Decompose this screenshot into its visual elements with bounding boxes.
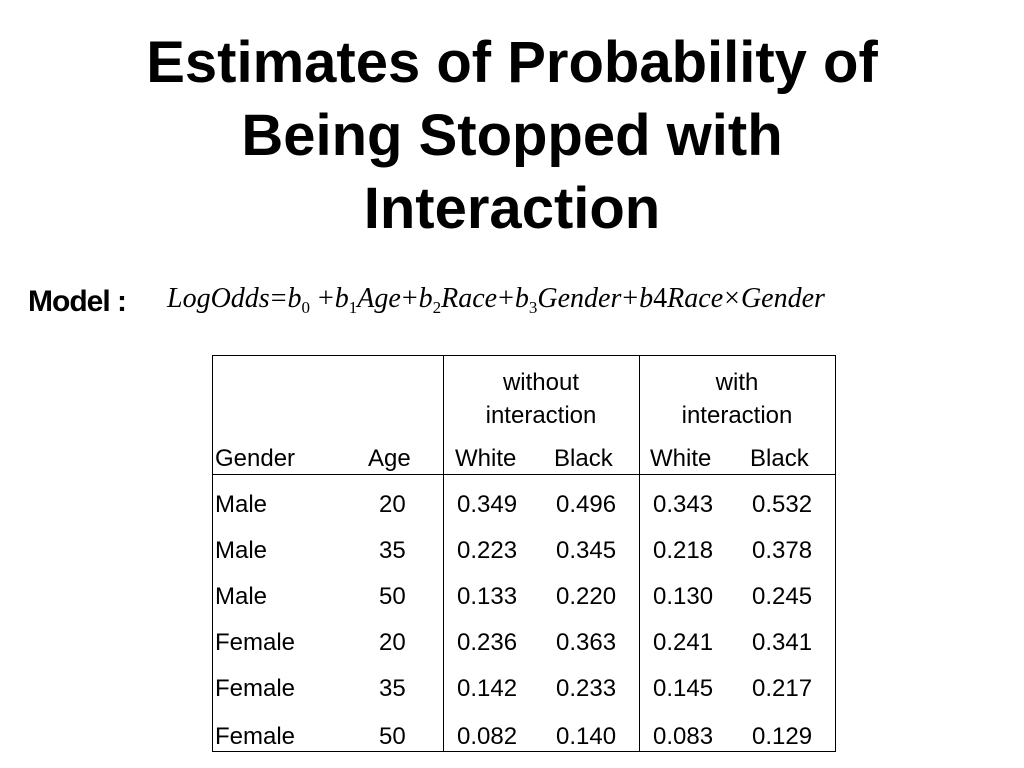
- table-cell: 35: [379, 675, 406, 702]
- table-cell: 0.532: [752, 491, 813, 518]
- table-cell: 0.349: [457, 491, 518, 518]
- formula-plus-3: +: [498, 283, 514, 314]
- table-cell: 50: [379, 723, 406, 750]
- title-line-2: Being Stopped with: [241, 103, 783, 168]
- formula-plus-2: +: [401, 283, 418, 314]
- formula-race: Race: [441, 283, 498, 314]
- table-cell: 0.220: [556, 583, 617, 610]
- formula-b3-sub: 3: [528, 298, 538, 317]
- table-cell: Female: [215, 629, 296, 656]
- formula-times: ×: [724, 283, 740, 314]
- table-cell: 50: [379, 583, 406, 610]
- table-cell: Male: [215, 537, 268, 564]
- table-header-rule: [213, 474, 835, 475]
- table-divider-right: [639, 356, 640, 751]
- table-cell: 0.129: [752, 723, 813, 750]
- column-header-white: White: [650, 445, 712, 472]
- table-cell: Female: [215, 723, 296, 750]
- column-header-black: Black: [750, 445, 809, 472]
- column-header-gender: Gender: [215, 445, 296, 472]
- table-cell: 0.241: [653, 629, 714, 656]
- table-cell: 0.130: [653, 583, 714, 610]
- column-header-black: Black: [554, 445, 613, 472]
- column-header-white: White: [455, 445, 517, 472]
- group-header-with-interaction: with interaction: [681, 369, 793, 429]
- formula-b1: b: [334, 283, 349, 314]
- formula-b0-sub: 0: [301, 298, 311, 317]
- column-header-age: Age: [368, 445, 411, 472]
- table-cell: 20: [379, 491, 406, 518]
- group-header-without-interaction: without interaction: [485, 369, 597, 429]
- formula-gender: Gender: [537, 283, 622, 314]
- formula-equals: =: [270, 283, 287, 314]
- formula-gender-2: Gender: [740, 283, 825, 314]
- table-cell: 0.133: [457, 583, 518, 610]
- table-cell: Male: [215, 491, 268, 518]
- slide-title: Estimates of Probability of Being Stoppe…: [0, 26, 1024, 245]
- model-formula: LogOdds=b0 +b1Age+b2Race+b3Gender+b4Race…: [167, 283, 825, 317]
- table-cell: 0.145: [653, 675, 714, 702]
- table-cell: 0.341: [752, 629, 813, 656]
- table-cell: 0.236: [457, 629, 518, 656]
- formula-lhs: LogOdds: [167, 283, 270, 314]
- table-cell: 0.223: [457, 537, 518, 564]
- formula-b1-sub: 1: [348, 298, 358, 317]
- table-cell: 20: [379, 629, 406, 656]
- model-label: Model :: [28, 285, 127, 318]
- table-cell: 0.140: [556, 723, 617, 750]
- table-cell: 0.496: [556, 491, 617, 518]
- formula-race-2: Race: [667, 283, 724, 314]
- formula-b0: b: [287, 283, 302, 314]
- formula-plus-4: +: [622, 283, 639, 314]
- table-cell: 0.363: [556, 629, 617, 656]
- formula-b2-sub: 2: [432, 298, 442, 317]
- table-cell: 0.082: [457, 723, 518, 750]
- table-cell: 0.142: [457, 675, 518, 702]
- formula-b4: b: [639, 283, 654, 314]
- table-cell: 0.345: [556, 537, 617, 564]
- table-cell: 0.378: [752, 537, 813, 564]
- table-cell: Female: [215, 675, 296, 702]
- table-divider-left: [443, 356, 444, 751]
- table-cell: 0.218: [653, 537, 714, 564]
- table-cell: 0.245: [752, 583, 813, 610]
- table-cell: 0.217: [752, 675, 813, 702]
- table-cell: 0.233: [556, 675, 617, 702]
- table-cell: 35: [379, 537, 406, 564]
- formula-b4-num: 4: [653, 283, 668, 314]
- table-cell: Male: [215, 583, 268, 610]
- formula-b3: b: [514, 283, 529, 314]
- title-line-3: Interaction: [363, 176, 661, 241]
- formula-age: Age: [357, 283, 401, 314]
- table-cell: 0.343: [653, 491, 714, 518]
- formula-plus-1: +: [318, 283, 334, 314]
- title-line-1: Estimates of Probability of: [146, 30, 878, 95]
- estimates-table: without interaction with interaction Gen…: [212, 355, 836, 752]
- table-cell: 0.083: [653, 723, 714, 750]
- formula-b2: b: [418, 283, 433, 314]
